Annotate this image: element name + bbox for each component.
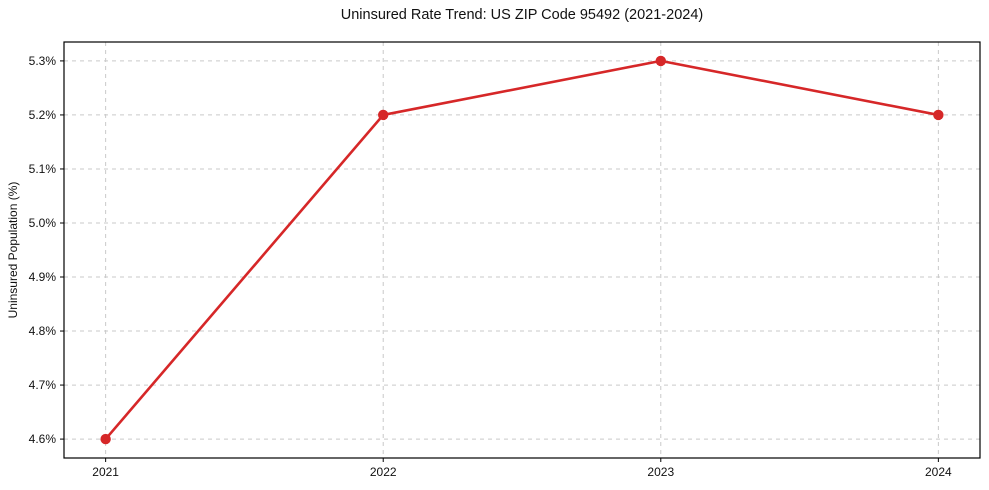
y-tick-label: 4.6%	[29, 432, 57, 446]
data-point-marker	[378, 109, 389, 121]
y-tick-label: 5.2%	[29, 108, 57, 122]
y-tick-label: 5.0%	[29, 216, 57, 230]
data-point-marker	[655, 55, 666, 67]
plot-border	[63, 41, 981, 459]
y-axis: 4.6% 4.7% 4.8% 4.9% 5.0% 5.1% 5.2% 5.3%	[29, 54, 64, 446]
chart-title: Uninsured Rate Trend: US ZIP Code 95492 …	[340, 7, 704, 23]
x-tick-label: 2024	[925, 465, 952, 479]
data-point-marker	[933, 109, 944, 121]
trend-line	[104, 59, 940, 441]
y-tick-label: 4.9%	[29, 270, 57, 284]
y-tick-label: 4.8%	[29, 324, 57, 338]
x-tick-label: 2022	[370, 465, 397, 479]
x-tick-label: 2023	[647, 465, 674, 479]
data-point-marker	[100, 433, 111, 445]
gridlines	[64, 42, 980, 458]
y-tick-label: 4.7%	[29, 378, 57, 392]
x-axis: 2021 2022 2023 2024	[92, 458, 952, 479]
x-tick-label: 2021	[92, 465, 119, 479]
y-axis-label: Uninsured Population (%)	[6, 181, 20, 319]
y-tick-label: 5.1%	[29, 162, 57, 176]
y-tick-label: 5.3%	[29, 54, 57, 68]
